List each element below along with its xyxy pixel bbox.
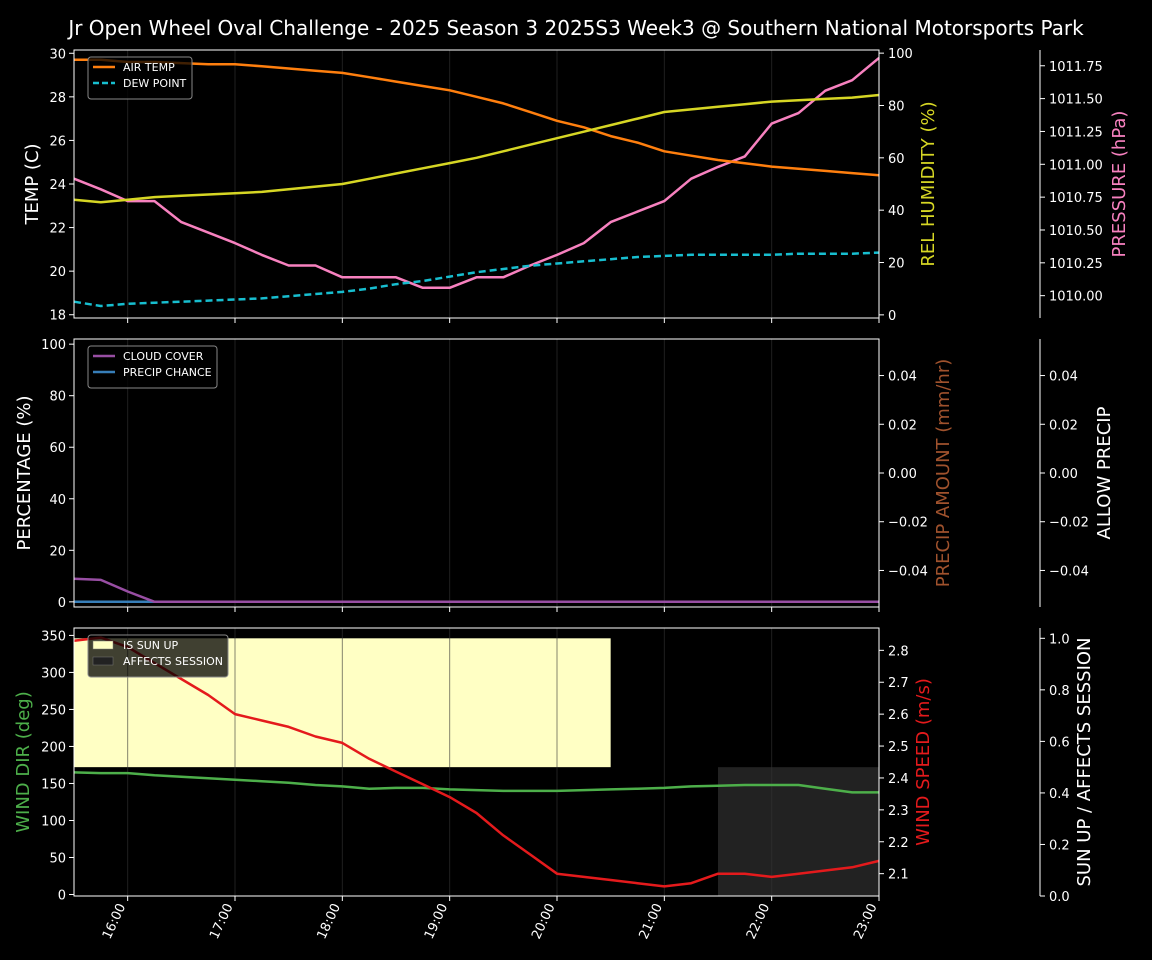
percentage-axis-tick-label-0: 0 [58,596,66,611]
wind-dir-axis-tick-label-7: 350 [41,629,66,644]
temp-axis-tick-label-5: 28 [49,91,66,106]
humidity-axis-tick-label-1: 20 [888,257,905,272]
wind-speed-axis-tick-label-2: 2.3 [888,804,909,819]
pressure-axis-tick-label-7: 1011.75 [1049,60,1103,75]
percentage-axis-label: PERCENTAGE (%) [14,395,35,550]
wind-dir-axis-tick-label-0: 0 [58,889,66,904]
wind-dir-axis-tick-label-1: 50 [49,852,66,867]
sun-up-axis-label: SUN UP / AFFECTS SESSION [1074,637,1095,886]
percentage-axis-tick-label-1: 20 [49,544,66,559]
wind-dir-axis-tick-label-6: 300 [41,666,66,681]
legend-label-1: DEW POINT [123,77,187,90]
wind-speed-axis-tick-label-5: 2.6 [888,708,909,723]
temp-axis-tick-label-0: 18 [49,309,66,324]
humidity-line [73,93,880,204]
wind-speed-line [73,636,880,888]
percentage-axis-tick-label-3: 60 [49,441,66,456]
wind-dir-axis-tick-label-4: 200 [41,740,66,755]
wind-panel: 16:00 17:00 18:00 19:00 20:00 21:00 22:00 23:00… [13,627,1095,942]
humidity-axis-tick-label-4: 80 [888,99,905,114]
wind-speed-axis-tick-label-1: 2.2 [888,836,909,851]
temp-axis-tick-label-6: 30 [49,47,66,62]
sun-up-axis-tick-label-5: 1.0 [1049,632,1070,647]
allow-precip-axis-label: ALLOW PRECIP [1094,406,1115,539]
allow-precip-axis-tick-label-3: 0.02 [1049,418,1078,433]
percentage-axis-tick-label-5: 100 [41,338,66,353]
allow-precip-axis-tick-label-0: −0.04 [1049,564,1089,579]
pressure-axis-tick-label-6: 1011.50 [1049,93,1103,108]
sun-up-axis-tick-label-3: 0.6 [1049,735,1070,750]
allow-precip-axis-tick-label-1: −0.02 [1049,516,1089,531]
humidity-axis-tick-label-3: 60 [888,152,905,167]
temp-axis-tick-label-4: 26 [49,134,66,149]
chart-title: Jr Open Wheel Oval Challenge - 2025 Seas… [66,16,1084,40]
allow-precip-axis-tick-label-4: 0.04 [1049,370,1078,385]
sun-up-axis-tick-label-0: 0.0 [1049,890,1070,905]
panel-frame-2 [73,627,880,897]
sun-up-axis-tick-label-4: 0.8 [1049,684,1070,699]
precipitation-panel: 0 20 40 60 80 100 −0.04 −0.02 0.00 0.02 0.04 −0.04 −… [14,338,1115,612]
temp-axis-label: TEMP (C) [22,143,43,225]
temp-axis-tick-label-2: 22 [49,222,66,237]
wind-speed-axis-tick-label-0: 2.1 [888,868,909,883]
precip-amount-axis-label: PRECIP AMOUNT (mm/hr) [933,359,954,588]
humidity-axis-tick-label-0: 0 [888,309,896,324]
pressure-axis-tick-label-3: 1010.75 [1049,191,1103,206]
sun-up-axis-tick-label-1: 0.2 [1049,838,1070,853]
humidity-axis-tick-label-5: 100 [888,47,913,62]
wind-dir-axis-tick-label-2: 100 [41,814,66,829]
wind-speed-axis-tick-label-6: 2.7 [888,676,909,691]
humidity-axis-tick-label-2: 40 [888,204,905,219]
pressure-axis-tick-label-2: 1010.50 [1049,224,1103,239]
legend-box [87,634,229,678]
humidity-axis-label: REL HUMIDITY (%) [918,101,939,266]
legend-swatch-0 [92,640,114,650]
wind-speed-axis-tick-label-4: 2.5 [888,740,909,755]
percentage-axis-tick-label-2: 40 [49,493,66,508]
wind-speed-axis-tick-label-7: 2.8 [888,644,909,659]
legend-label-0: IS SUN UP [123,639,179,652]
air-temp-line [74,58,880,177]
percentage-axis-tick-label-4: 80 [49,390,66,405]
legend-box [87,345,218,389]
legend-label-1: PRECIP CHANCE [123,366,212,379]
wind-dir-line [73,771,879,794]
legend-label-1: AFFECTS SESSION [123,655,223,668]
wind-dir-axis-label: WIND DIR (deg) [13,691,34,833]
wind-speed-axis-tick-label-3: 2.4 [888,772,909,787]
affects-session-band [718,767,879,896]
precip-amount-axis-tick-label-2: 0.00 [888,467,917,482]
wind-speed-axis-label: WIND SPEED (m/s) [913,678,934,846]
precip-amount-axis-tick-label-1: −0.02 [888,516,928,531]
temperature-panel: 18 20 22 24 26 28 30 0 20 40 60 80 100 1010.00 1010.25… [22,47,1130,324]
pressure-axis-tick-label-1: 1010.25 [1049,257,1103,272]
wind-dir-axis-tick-label-3: 150 [41,777,66,792]
cloud-cover-line [73,577,879,604]
legend-label-0: CLOUD COVER [123,350,204,363]
pressure-axis-tick-label-0: 1010.00 [1049,290,1103,305]
pressure-axis-tick-label-4: 1011.00 [1049,158,1103,173]
wind-dir-axis-tick-label-5: 250 [41,703,66,718]
pressure-line [73,56,880,290]
chart-panels: 182022242628300204060801001010.001010.25… [13,47,1130,942]
temp-axis-tick-label-1: 20 [49,265,66,280]
precip-amount-axis-tick-label-0: −0.04 [888,564,928,579]
legend-label-0: AIR TEMP [123,61,175,74]
allow-precip-axis-tick-label-2: 0.00 [1049,467,1078,482]
pressure-axis-tick-label-5: 1011.25 [1049,125,1103,140]
precip-amount-axis-tick-label-4: 0.04 [888,370,917,385]
dew-point-line [73,251,880,308]
pressure-axis-label: PRESSURE (hPa) [1109,111,1130,258]
temp-axis-tick-label-3: 24 [49,178,66,193]
sun-up-axis-tick-label-2: 0.4 [1049,787,1070,802]
legend-swatch-1 [92,656,114,666]
precip-amount-axis-tick-label-3: 0.02 [888,418,917,433]
